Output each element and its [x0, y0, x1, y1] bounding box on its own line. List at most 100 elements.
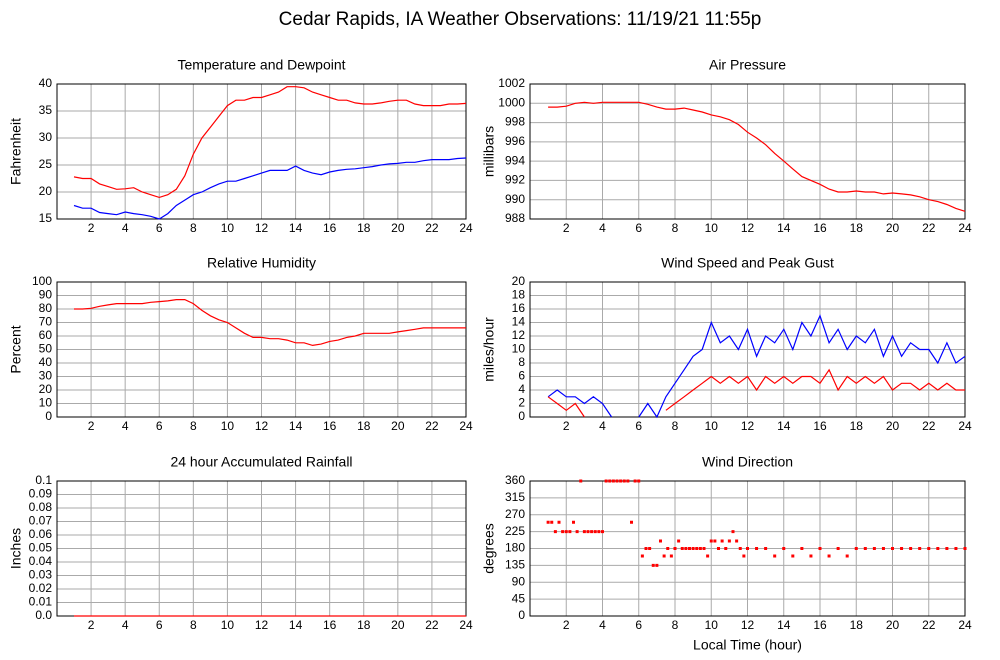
x-tick-label: 22: [922, 419, 936, 433]
data-point: [633, 479, 637, 483]
x-tick-label: 14: [777, 221, 791, 235]
x-tick-label: 24: [459, 221, 473, 235]
data-point: [695, 547, 699, 550]
x-tick-label: 18: [850, 221, 864, 235]
x-tick-label: 4: [122, 618, 129, 632]
x-tick-label: 18: [357, 419, 371, 433]
y-tick-label: 2: [518, 396, 525, 410]
data-point: [709, 539, 713, 543]
data-point: [568, 530, 572, 534]
y-tick-label: 40: [39, 355, 53, 369]
x-tick-label: 10: [705, 221, 719, 235]
y-axis-label: miles/hour: [481, 317, 497, 382]
data-point: [630, 520, 633, 524]
x-tick-label: 6: [156, 618, 163, 632]
panel-title: Wind Direction: [702, 454, 793, 470]
y-tick-label: 135: [505, 558, 525, 572]
plot-frame: [56, 83, 467, 220]
x-tick-label: 12: [255, 618, 269, 632]
y-tick-label: 18: [512, 288, 526, 302]
y-tick-label: 1002: [498, 76, 525, 90]
x-tick-label: 24: [958, 221, 972, 235]
y-tick-label: 14: [512, 315, 526, 329]
y-tick-label: 1000: [498, 95, 525, 109]
data-point: [691, 547, 695, 550]
y-tick-label: 0.01: [29, 595, 53, 609]
y-axis-label: Inches: [8, 528, 24, 569]
y-tick-label: 0: [518, 409, 525, 423]
data-point: [746, 547, 749, 550]
y-tick-label: 90: [512, 574, 526, 588]
data-point: [648, 547, 652, 550]
x-tick-label: 22: [425, 221, 439, 235]
x-tick-label: 20: [886, 618, 900, 632]
y-tick-label: 25: [39, 157, 53, 171]
x-tick-label: 14: [289, 419, 303, 433]
x-tick-label: 20: [391, 419, 405, 433]
data-point: [755, 547, 759, 550]
x-tick-label: 16: [813, 419, 827, 433]
y-tick-label: 0.0: [35, 608, 52, 622]
y-tick-label: 0: [518, 608, 525, 622]
y-tick-label: 225: [505, 524, 525, 538]
x-tick-label: 2: [563, 419, 570, 433]
data-point: [845, 554, 849, 558]
y-tick-label: 6: [518, 369, 525, 383]
x-tick-label: 2: [88, 419, 95, 433]
y-tick-label: 0.06: [29, 527, 53, 541]
data-point: [550, 520, 554, 524]
x-tick-label: 10: [705, 419, 719, 433]
x-tick-label: 20: [391, 221, 405, 235]
data-point: [891, 547, 894, 550]
x-tick-label: 18: [357, 221, 371, 235]
data-point: [706, 554, 710, 558]
x-tick-label: 6: [635, 221, 642, 235]
data-point: [698, 547, 702, 550]
data-point: [782, 547, 786, 550]
x-tick-label: 24: [459, 618, 473, 632]
x-tick-label: 6: [635, 618, 642, 632]
data-point: [659, 539, 662, 543]
x-tick-label: 10: [705, 618, 719, 632]
y-tick-label: 70: [39, 315, 53, 329]
x-tick-label: 12: [255, 419, 269, 433]
panel-title: Wind Speed and Peak Gust: [661, 255, 834, 271]
y-tick-label: 180: [505, 541, 525, 555]
data-line: [74, 299, 466, 347]
y-tick-label: 80: [39, 301, 53, 315]
y-axis-label: millibars: [481, 126, 497, 177]
x-tick-label: 4: [122, 221, 129, 235]
data-point: [809, 554, 813, 558]
y-tick-label: 315: [505, 490, 525, 504]
y-axis-label: Percent: [8, 325, 24, 373]
y-tick-label: 12: [512, 328, 526, 342]
y-tick-label: 20: [39, 184, 53, 198]
x-tick-label: 12: [741, 419, 755, 433]
data-point: [677, 539, 681, 543]
data-point: [615, 479, 619, 483]
y-tick-label: 60: [39, 328, 53, 342]
data-point: [601, 530, 604, 534]
x-tick-label: 6: [635, 419, 642, 433]
x-tick-label: 14: [289, 221, 303, 235]
data-point: [735, 539, 739, 543]
data-point: [764, 547, 768, 550]
x-tick-label: 14: [777, 618, 791, 632]
x-tick-label: 20: [886, 419, 900, 433]
data-line: [73, 157, 467, 220]
data-point: [954, 547, 958, 550]
y-tick-label: 994: [505, 153, 525, 167]
data-point: [619, 479, 623, 483]
data-point: [579, 479, 583, 483]
data-point: [651, 563, 655, 567]
data-point: [655, 563, 659, 567]
y-tick-label: 100: [32, 274, 52, 288]
y-tick-label: 0.02: [29, 581, 53, 595]
x-tick-label: 24: [958, 419, 972, 433]
data-point: [564, 530, 568, 534]
plot-frame: [56, 281, 467, 418]
data-point: [863, 547, 867, 550]
data-point: [900, 547, 904, 550]
panel-title: Temperature and Dewpoint: [177, 57, 345, 73]
